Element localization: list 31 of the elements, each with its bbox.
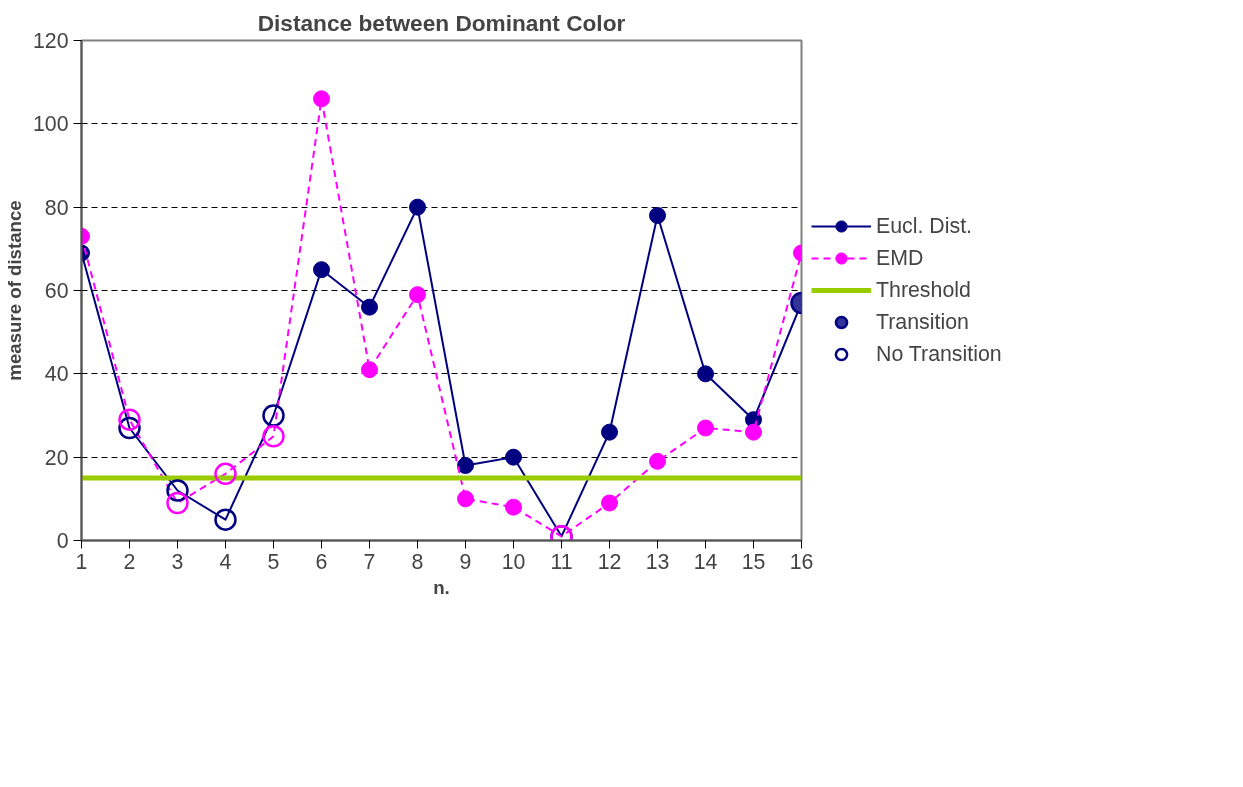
y-axis-title: measure of distance xyxy=(3,200,25,381)
y-tick-label: 20 xyxy=(44,445,69,470)
x-tick-label: 2 xyxy=(123,549,136,574)
x-tick-label: 14 xyxy=(693,549,718,574)
legend-label: Transition xyxy=(876,309,969,335)
x-tick-label: 12 xyxy=(597,549,622,574)
x-tick-label: 8 xyxy=(411,549,424,574)
y-tick-label: 60 xyxy=(44,279,69,303)
chart-title: Distance between Dominant Color xyxy=(257,9,626,36)
x-tick-label: 5 xyxy=(267,549,280,574)
x-tick-label: 13 xyxy=(645,549,670,574)
x-axis-title: n. xyxy=(433,576,450,598)
x-tick-label: 11 xyxy=(550,549,573,574)
x-tick-label: 7 xyxy=(363,549,376,574)
y-tick-label: 0 xyxy=(56,529,69,553)
x-tick-label: 10 xyxy=(501,549,526,574)
legend-label: Threshold xyxy=(876,277,971,303)
y-tick-label: 100 xyxy=(32,112,69,137)
x-tick-label: 15 xyxy=(741,549,766,574)
legend-label: Eucl. Dist. xyxy=(876,213,972,239)
x-tick-label: 4 xyxy=(219,549,232,574)
legend-label: EMD xyxy=(876,245,924,271)
y-tick-label: 80 xyxy=(44,195,69,220)
x-tick-label: 1 xyxy=(75,549,88,574)
y-tick-label: 120 xyxy=(32,29,69,53)
x-tick-label: 3 xyxy=(171,549,184,574)
legend-label: No Transition xyxy=(876,341,1002,367)
x-tick-label: 16 xyxy=(789,549,814,574)
x-tick-label: 6 xyxy=(315,549,328,574)
y-tick-label: 40 xyxy=(44,362,69,387)
x-tick-label: 9 xyxy=(459,549,472,574)
